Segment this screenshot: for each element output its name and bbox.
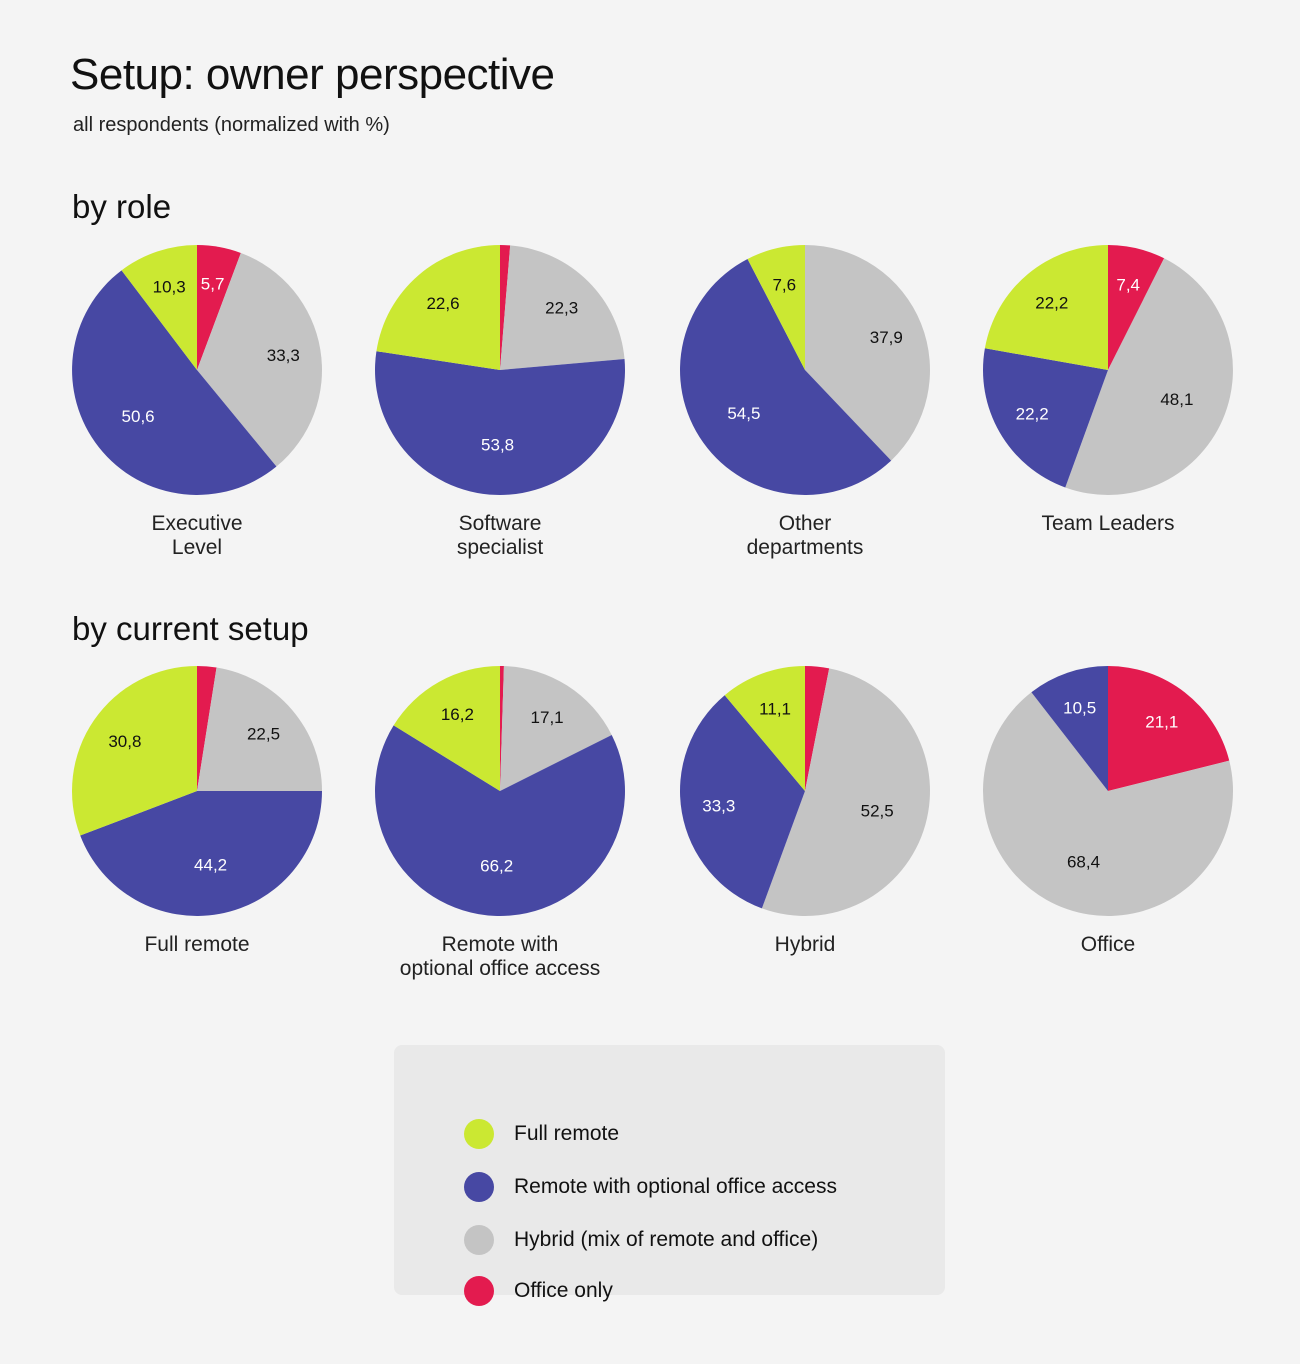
pie-chart: 52,5 33,3 11,1 Hybrid [680, 666, 930, 956]
pie-data-label: 66,2 [480, 856, 513, 875]
pie-slice-hybrid [500, 245, 625, 370]
legend: Full remote Remote with optional office … [394, 1045, 945, 1306]
legend-label: Hybrid (mix of remote and office) [514, 1228, 819, 1251]
pie-data-label: 48,1 [1160, 390, 1193, 409]
legend-item-remote-optional: Remote with optional office access [464, 1170, 837, 1204]
pie-slice-full-remote [72, 666, 197, 836]
section-title-by-role: by role [72, 188, 172, 225]
pie-slice-remote-optional [680, 695, 805, 909]
pie-data-label: 50,6 [122, 407, 155, 426]
pie-data-label: 17,1 [531, 708, 564, 727]
page-subtitle: all respondents (normalized with %) [73, 114, 390, 136]
pie-data-label: 37,9 [870, 328, 903, 347]
pie-slice-full-remote [984, 245, 1108, 370]
pie-slice-office-only [197, 666, 217, 791]
pie-chart-caption: Remote with [442, 933, 559, 956]
pie-chart: 7,4 48,1 22,2 22,2 Team Leaders [983, 245, 1233, 535]
pie-slice-full-remote [747, 245, 805, 370]
pie-slice-remote-optional [983, 348, 1108, 488]
pie-data-label: 10,5 [1063, 699, 1096, 718]
legend-label: Full remote [514, 1122, 620, 1145]
pie-slice-full-remote [393, 666, 500, 791]
pie-slice-office-only [500, 666, 504, 791]
pie-chart-caption: departments [747, 536, 864, 559]
pie-slice-remote-optional [680, 258, 892, 495]
legend-swatch-office-only [464, 1276, 494, 1306]
pie-slice-office-only [1108, 245, 1165, 370]
pie-data-label: 5,7 [201, 274, 225, 293]
pie-data-label: 22,2 [1016, 404, 1049, 423]
pie-data-label: 11,1 [759, 699, 791, 718]
pie-data-label: 22,6 [426, 294, 459, 313]
pie-data-label: 22,5 [247, 725, 280, 744]
pie-data-label: 33,3 [702, 797, 735, 816]
pie-chart-caption: Level [172, 536, 222, 559]
pie-slice-hybrid [500, 666, 612, 791]
pie-chart-caption: specialist [457, 536, 544, 559]
pie-slice-office-only [1108, 666, 1230, 791]
page-title: Setup: owner perspective [70, 50, 555, 99]
pie-chart-caption: Team Leaders [1041, 512, 1174, 535]
pie-slice-office-only [500, 245, 511, 370]
pie-chart-caption: Executive [151, 512, 242, 535]
pie-chart: 22,5 44,2 30,8 Full remote [72, 666, 323, 956]
pie-slice-office-only [805, 666, 830, 791]
legend-item-full-remote: Full remote [464, 1117, 619, 1151]
pie-data-label: 30,8 [108, 732, 141, 751]
pie-slice-hybrid [761, 668, 930, 916]
pie-slice-remote-optional [375, 351, 626, 495]
pie-data-label: 7,6 [772, 276, 796, 295]
legend-swatch-remote-optional [464, 1172, 494, 1202]
pie-data-label: 44,2 [194, 855, 227, 874]
pie-data-label: 68,4 [1067, 852, 1100, 871]
legend-item-hybrid: Hybrid (mix of remote and office) [464, 1223, 818, 1257]
legend-label: Remote with optional office access [514, 1175, 837, 1198]
legend-label: Office only [514, 1279, 613, 1302]
pie-data-label: 22,2 [1035, 294, 1068, 313]
pie-chart: 21,1 68,4 10,5 Office [983, 666, 1234, 956]
pie-slice-full-remote [121, 245, 197, 370]
pie-chart-caption: Office [1081, 933, 1135, 956]
pie-data-label: 52,5 [861, 802, 894, 821]
pie-slice-hybrid [983, 692, 1234, 916]
pie-slice-hybrid [197, 252, 322, 467]
pie-slice-office-only [197, 245, 241, 370]
pie-chart-caption: Hybrid [775, 933, 836, 956]
pie-slice-remote-optional [375, 725, 626, 917]
pie-slice-remote-optional [72, 270, 277, 495]
pie-data-label: 22,3 [545, 298, 578, 317]
pie-chart-caption: Full remote [144, 933, 249, 956]
pie-chart-caption: Other [779, 512, 832, 535]
pie-slice-hybrid [805, 245, 930, 461]
section-title-by-current-setup: by current setup [72, 610, 309, 647]
pie-chart-caption: Software [459, 512, 542, 535]
pie-charts: 5,733,350,610,3ExecutiveLevel22,353,822,… [72, 245, 1234, 980]
legend-swatch-hybrid [464, 1225, 494, 1255]
pie-chart-caption: optional office access [400, 957, 600, 980]
pie-data-label: 7,4 [1116, 275, 1140, 294]
pie-slice-full-remote [724, 666, 805, 791]
pie-data-label: 33,3 [267, 346, 300, 365]
pie-slice-full-remote [376, 245, 500, 370]
pie-data-label: 16,2 [441, 705, 474, 724]
pie-slice-hybrid [197, 667, 322, 791]
legend-swatch-full-remote [464, 1119, 494, 1149]
pie-data-label: 54,5 [727, 404, 760, 423]
pie-data-label: 53,8 [481, 436, 514, 455]
pie-slice-remote-optional [1031, 666, 1108, 791]
pie-slice-hybrid [1065, 258, 1233, 495]
pie-data-label: 10,3 [153, 278, 186, 297]
legend-item-office-only: Office only [464, 1274, 613, 1308]
pie-data-label: 21,1 [1145, 713, 1178, 732]
pie-slice-remote-optional [80, 791, 323, 916]
